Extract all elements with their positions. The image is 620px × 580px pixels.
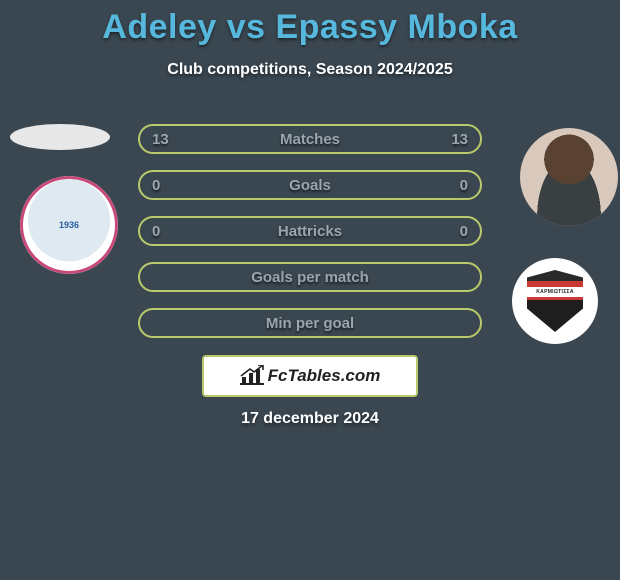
stat-row: Goals per match [138, 262, 482, 292]
stats-table: 13 Matches 13 0 Goals 0 0 Hattricks 0 Go… [138, 124, 482, 354]
stat-left-value: 0 [152, 223, 160, 240]
player-right-crest: ΚΑΡΜΙΩΤΙΣΣΑ [512, 258, 598, 344]
stat-right-value: 13 [451, 131, 468, 148]
player-left-crest: 1936 [20, 176, 118, 274]
stat-right-value: 0 [460, 177, 468, 194]
stat-label: Matches [280, 131, 340, 148]
stat-label: Goals [289, 177, 331, 194]
branding-badge[interactable]: FcTables.com [202, 355, 418, 397]
stat-right-value: 0 [460, 223, 468, 240]
page-title: Adeley vs Epassy Mboka [0, 0, 620, 47]
stat-label: Min per goal [266, 315, 354, 332]
shield-icon: ΚΑΡΜΙΩΤΙΣΣΑ [527, 270, 583, 332]
footer-date: 17 december 2024 [0, 410, 620, 428]
stat-label: Hattricks [278, 223, 342, 240]
stat-row: 0 Goals 0 [138, 170, 482, 200]
stat-left-value: 0 [152, 177, 160, 194]
player-right-photo [520, 128, 618, 226]
page-subtitle: Club competitions, Season 2024/2025 [0, 61, 620, 79]
stat-left-value: 13 [152, 131, 169, 148]
player-left-photo [10, 124, 110, 150]
branding-text: FcTables.com [268, 366, 381, 386]
stat-row: Min per goal [138, 308, 482, 338]
crest-left-year: 1936 [59, 220, 79, 230]
stat-row: 0 Hattricks 0 [138, 216, 482, 246]
crest-right-text: ΚΑΡΜΙΩΤΙΣΣΑ [527, 287, 583, 297]
bar-chart-icon [240, 367, 264, 385]
person-silhouette-icon [520, 128, 618, 226]
stat-row: 13 Matches 13 [138, 124, 482, 154]
stat-label: Goals per match [251, 269, 369, 286]
